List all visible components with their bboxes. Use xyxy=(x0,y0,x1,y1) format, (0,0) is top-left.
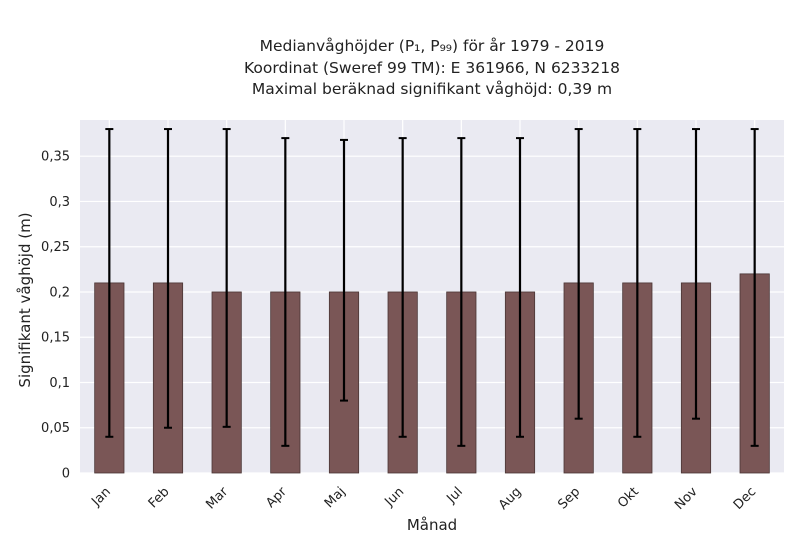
chart-title-line-2: Koordinat (Sweref 99 TM): E 361966, N 62… xyxy=(244,59,620,77)
chart-title-line-1: Medianvåghöjder (P₁, P₉₉) för år 1979 - … xyxy=(259,37,605,55)
x-tick-label-jan: Jan xyxy=(88,484,113,509)
x-axis-label: Månad xyxy=(406,516,458,534)
x-tick-label-apr: Apr xyxy=(263,484,290,511)
chart-title-line-3: Maximal beräknad signifikant våghöjd: 0,… xyxy=(251,80,613,98)
x-tick-label-feb: Feb xyxy=(146,484,173,511)
x-tick-label-jun: Jun xyxy=(382,484,408,510)
x-tick-label-maj: Maj xyxy=(322,484,349,511)
y-tick-label: 0,25 xyxy=(41,240,70,255)
y-tick-label: 0,2 xyxy=(49,285,70,300)
x-tick-label-jul: Jul xyxy=(444,484,466,506)
y-tick-label: 0,05 xyxy=(41,421,70,436)
y-tick-label: 0,35 xyxy=(41,150,70,165)
y-tick-label: 0,1 xyxy=(49,376,70,391)
y-tick-label: 0,15 xyxy=(41,331,70,346)
y-axis-label: Signifikant våghöjd (m) xyxy=(16,212,34,388)
x-tick-label-okt: Okt xyxy=(615,484,642,511)
x-tick-label-sep: Sep xyxy=(555,484,583,512)
x-tick-label-aug: Aug xyxy=(496,484,525,513)
y-tick-label: 0,3 xyxy=(49,195,70,210)
x-tick-label-mar: Mar xyxy=(203,484,231,512)
plot-area xyxy=(80,120,784,473)
x-tick-label-dec: Dec xyxy=(731,484,759,512)
y-tick-label: 0 xyxy=(62,467,70,482)
x-tick-label-nov: Nov xyxy=(672,484,701,513)
